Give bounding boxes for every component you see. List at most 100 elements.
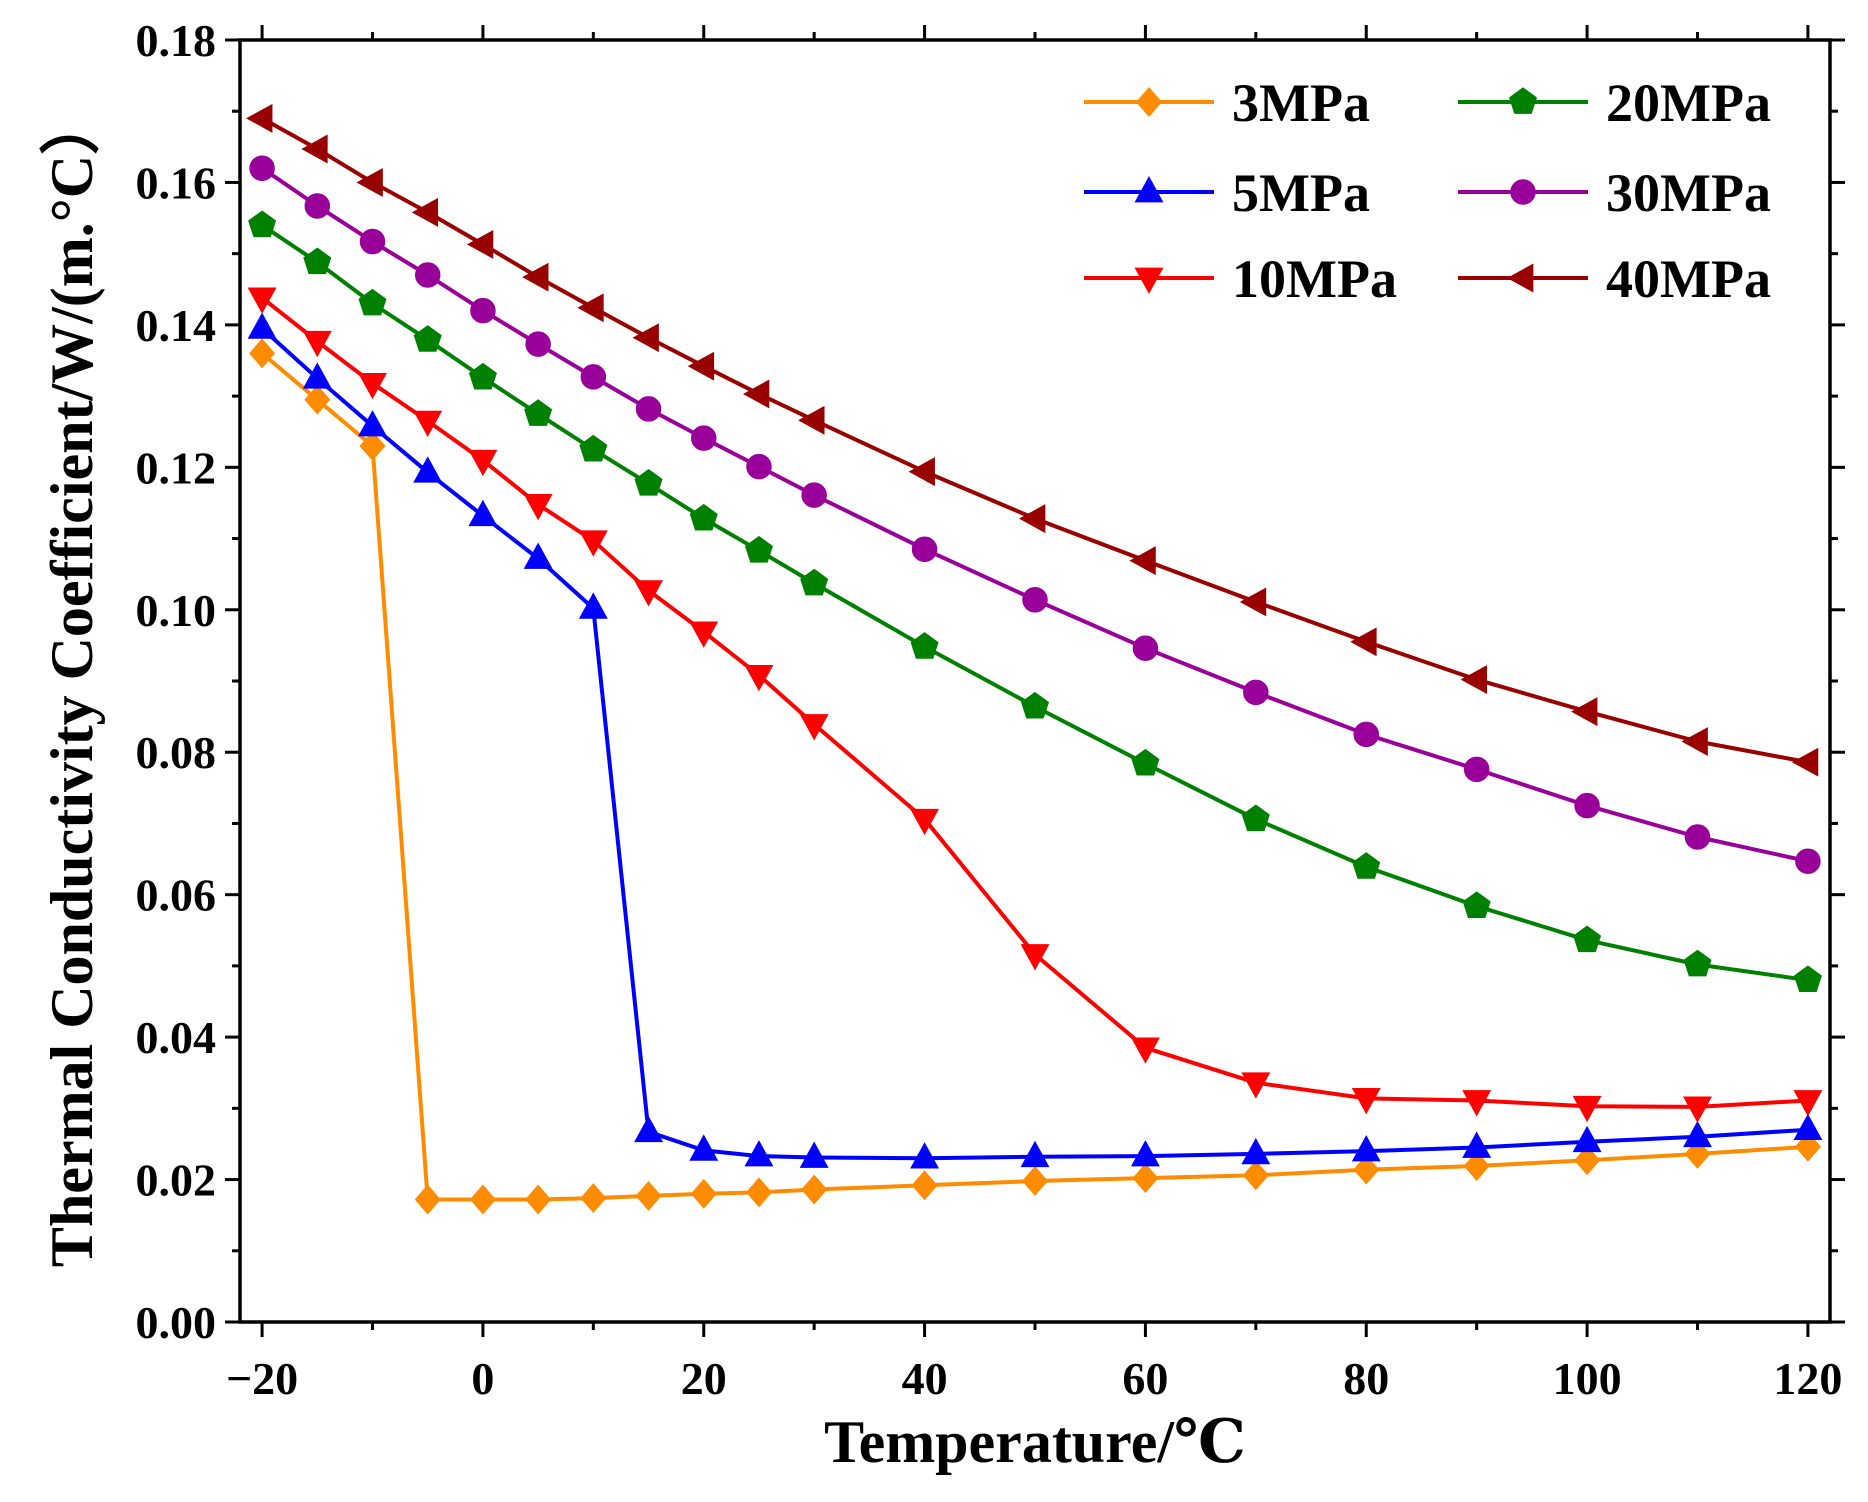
x-tick-label: 120 — [1773, 1353, 1842, 1404]
legend-label: 30MPa — [1606, 163, 1771, 223]
data-point-20MPa — [413, 325, 442, 352]
data-point-3MPa — [1574, 1145, 1601, 1176]
data-point-10MPa — [1462, 1090, 1492, 1117]
data-point-5MPa — [468, 499, 498, 527]
legend-swatch-marker — [1508, 87, 1538, 114]
data-point-20MPa — [468, 362, 497, 390]
y-tick-label: 0.18 — [136, 15, 217, 66]
data-point-10MPa — [578, 530, 608, 557]
y-tick-label: 0.14 — [136, 300, 217, 351]
data-point-30MPa — [580, 364, 607, 390]
data-point-3MPa — [249, 338, 276, 369]
data-point-20MPa — [303, 247, 332, 275]
y-tick-label: 0.10 — [136, 585, 217, 636]
data-point-40MPa — [1791, 747, 1819, 777]
data-point-20MPa — [1352, 852, 1381, 879]
legend-label: 3MPa — [1232, 73, 1370, 133]
data-point-30MPa — [1243, 679, 1269, 706]
y-tick-label: 0.08 — [136, 727, 217, 778]
data-point-3MPa — [1022, 1166, 1048, 1196]
data-point-3MPa — [414, 1184, 441, 1215]
data-point-30MPa — [911, 536, 938, 562]
legend-item-3MPa: 3MPa — [1084, 73, 1370, 133]
data-point-40MPa — [1460, 665, 1488, 695]
data-point-5MPa — [302, 362, 332, 389]
legend-item-20MPa: 20MPa — [1458, 73, 1771, 133]
legend-swatch-marker — [1136, 87, 1162, 117]
data-point-5MPa — [799, 1141, 829, 1168]
data-point-30MPa — [304, 193, 331, 219]
data-point-10MPa — [358, 372, 387, 400]
series-30MPa — [249, 155, 1821, 874]
data-point-40MPa — [246, 103, 273, 133]
series-40MPa — [246, 103, 1819, 777]
data-point-20MPa — [579, 434, 608, 462]
data-point-30MPa — [414, 262, 441, 288]
data-point-10MPa — [1020, 944, 1050, 971]
data-point-20MPa — [248, 210, 277, 238]
data-point-3MPa — [1353, 1154, 1380, 1185]
y-tick-label: 0.00 — [136, 1297, 217, 1348]
legend-item-30MPa: 30MPa — [1458, 163, 1771, 223]
data-point-5MPa — [578, 592, 608, 619]
data-point-20MPa — [800, 568, 829, 596]
data-point-30MPa — [470, 297, 496, 324]
data-point-3MPa — [1132, 1163, 1159, 1194]
data-point-10MPa — [302, 330, 332, 358]
data-point-5MPa — [1683, 1120, 1712, 1148]
x-tick-label: 20 — [681, 1353, 727, 1404]
legend-item-5MPa: 5MPa — [1084, 163, 1370, 223]
legend-label: 5MPa — [1232, 163, 1370, 223]
legend-label: 10MPa — [1232, 249, 1397, 309]
data-point-20MPa — [1131, 748, 1160, 776]
data-point-10MPa — [413, 410, 443, 437]
y-tick-label: 0.16 — [136, 157, 217, 208]
data-point-5MPa — [1241, 1137, 1271, 1165]
series-3MPa — [249, 338, 1821, 1215]
data-point-30MPa — [746, 453, 772, 480]
data-point-20MPa — [634, 468, 663, 496]
data-point-40MPa — [1239, 587, 1267, 617]
data-point-30MPa — [1353, 721, 1379, 748]
data-point-10MPa — [1241, 1072, 1271, 1099]
data-point-5MPa — [744, 1140, 774, 1167]
legend-swatch-marker — [1510, 179, 1536, 205]
legend-swatch-marker — [1507, 263, 1534, 293]
data-point-3MPa — [304, 384, 331, 415]
data-point-5MPa — [634, 1115, 664, 1143]
data-point-40MPa — [577, 293, 604, 323]
data-point-5MPa — [247, 312, 277, 339]
data-point-40MPa — [522, 262, 549, 292]
series-layer — [246, 103, 1823, 1215]
x-axis-title: Temperature/℃ — [824, 1409, 1246, 1475]
data-point-5MPa — [358, 410, 387, 437]
data-point-5MPa — [1462, 1131, 1492, 1158]
legend-item-10MPa: 10MPa — [1084, 249, 1397, 309]
x-tick-label: 0 — [471, 1353, 494, 1404]
data-point-5MPa — [523, 542, 553, 569]
tick-labels: −20 0 20 40 60 80 100 120 0.00 0.02 0.04 0.06 0.08 0.… — [136, 15, 1843, 1404]
legend: 3MPa 5MPa 10MPa 20MPa 30MPa 40MPa — [1084, 73, 1771, 309]
x-tick-label: 100 — [1553, 1353, 1622, 1404]
data-point-30MPa — [1132, 635, 1159, 661]
data-point-5MPa — [1793, 1113, 1823, 1141]
data-point-10MPa — [1130, 1037, 1160, 1064]
x-tick-label: −20 — [226, 1353, 298, 1404]
data-point-3MPa — [469, 1184, 496, 1215]
data-point-30MPa — [691, 425, 717, 451]
data-point-5MPa — [1351, 1135, 1381, 1162]
y-tick-label: 0.06 — [136, 870, 217, 921]
data-point-5MPa — [689, 1134, 719, 1161]
data-point-30MPa — [635, 396, 662, 422]
data-point-5MPa — [1572, 1125, 1602, 1153]
data-point-20MPa — [1793, 965, 1822, 993]
data-point-5MPa — [910, 1142, 940, 1169]
data-point-5MPa — [1020, 1140, 1050, 1168]
data-point-40MPa — [356, 167, 383, 197]
legend-label: 40MPa — [1606, 249, 1771, 309]
data-point-3MPa — [1242, 1160, 1269, 1191]
x-tick-label: 80 — [1343, 1353, 1389, 1404]
x-tick-label: 60 — [1122, 1353, 1168, 1404]
data-point-5MPa — [1130, 1140, 1160, 1167]
data-point-40MPa — [632, 323, 659, 353]
